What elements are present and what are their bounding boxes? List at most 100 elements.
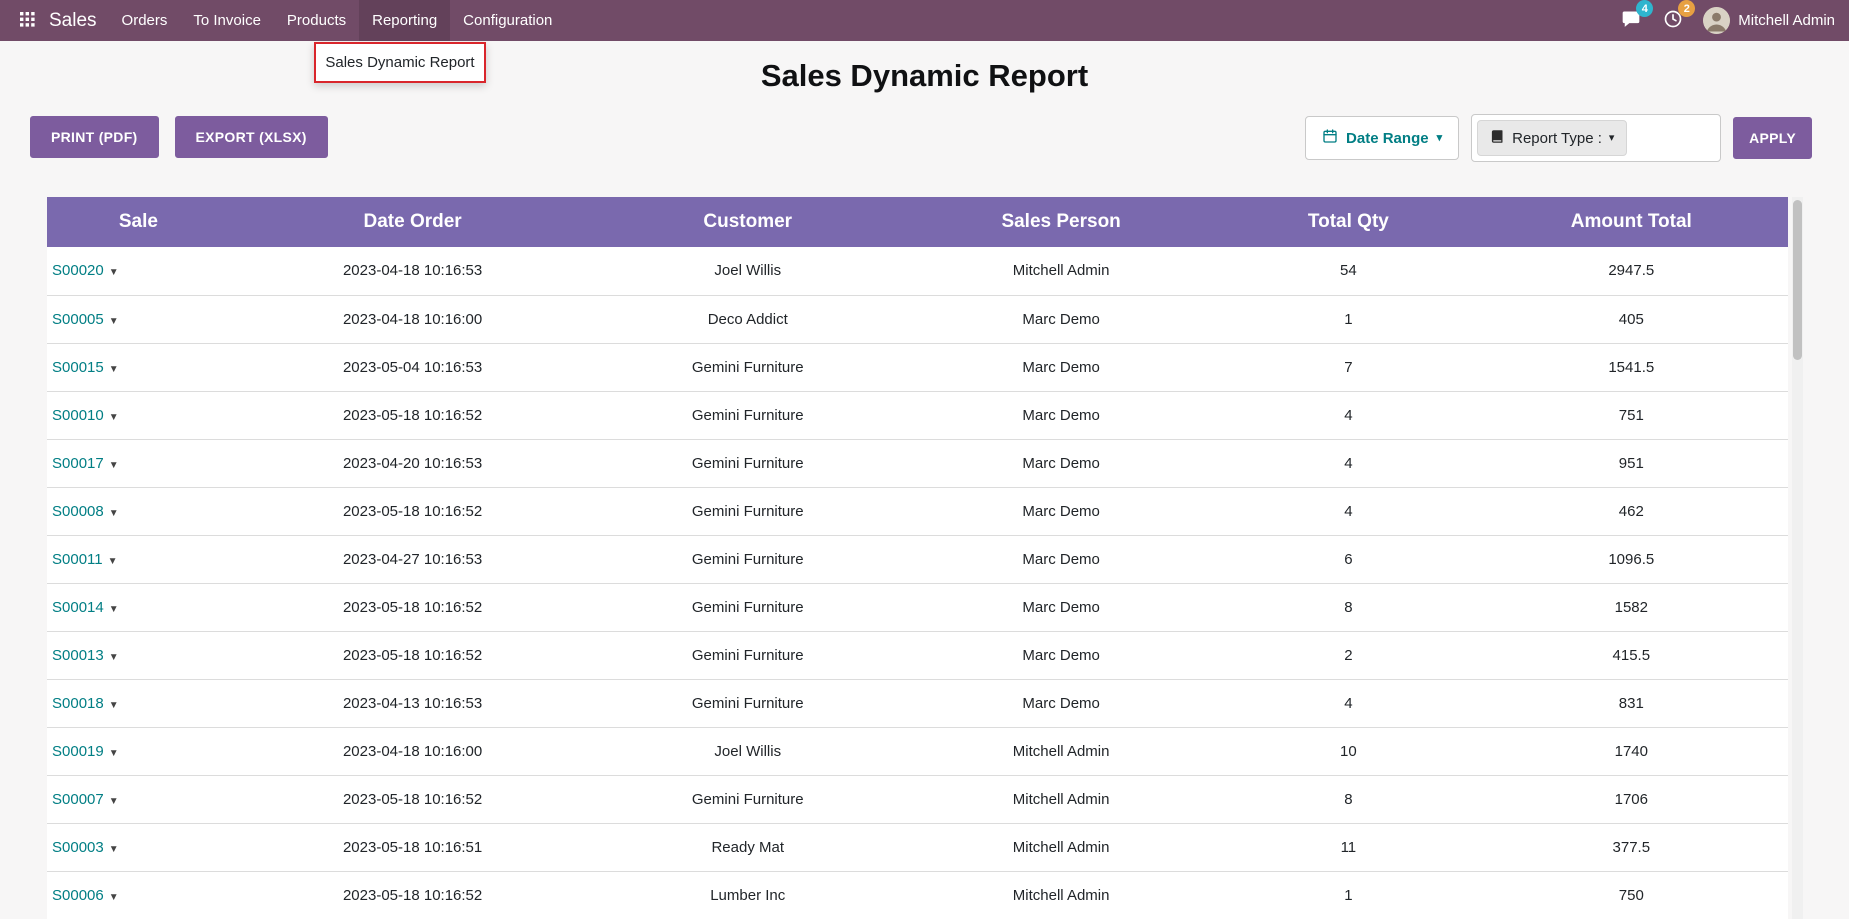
cell-total-qty: 7 — [1222, 343, 1475, 392]
apps-menu-button[interactable] — [14, 0, 41, 41]
report-type-container: Report Type : ▾ — [1471, 114, 1722, 162]
cell-sales-person: Marc Demo — [900, 343, 1223, 392]
cell-sale: S00010 ▼ — [47, 391, 230, 440]
print-pdf-button[interactable]: PRINT (PDF) — [30, 116, 159, 158]
table-row: S00018 ▼ 2023-04-13 10:16:53 Gemini Furnitu… — [47, 679, 1788, 728]
apply-button[interactable]: APPLY — [1733, 117, 1812, 159]
sale-dropdown-caret-icon[interactable]: ▼ — [108, 363, 119, 375]
calendar-icon — [1322, 128, 1338, 148]
cell-amount-total: 377.5 — [1474, 823, 1788, 872]
cell-date-order: 2023-05-18 10:16:52 — [229, 631, 596, 680]
cell-sale: S00011 ▼ — [47, 535, 230, 584]
cell-amount-total: 1706 — [1474, 775, 1788, 824]
apps-grid-icon — [20, 11, 35, 30]
avatar — [1703, 7, 1731, 34]
cell-sales-person: Marc Demo — [900, 631, 1223, 680]
nav-item-reporting[interactable]: Reporting — [359, 0, 451, 41]
sale-order-link[interactable]: S00017 — [52, 454, 104, 472]
cell-date-order: 2023-04-27 10:16:53 — [229, 535, 596, 584]
toolbar-right: Date Range ▾ Report Type : ▾ APPLY — [1305, 114, 1812, 162]
cell-sale: S00017 ▼ — [47, 439, 230, 488]
sale-order-link[interactable]: S00003 — [52, 838, 104, 856]
cell-sale: S00003 ▼ — [47, 823, 230, 872]
header-amount-total: Amount Total — [1474, 197, 1788, 247]
user-menu[interactable]: Mitchell Admin — [1703, 0, 1835, 41]
sale-dropdown-caret-icon[interactable]: ▼ — [108, 459, 119, 471]
chat-icon — [1621, 9, 1641, 32]
toolbar-left: PRINT (PDF) EXPORT (XLSX) — [30, 116, 328, 158]
activities-badge: 2 — [1678, 0, 1696, 17]
cell-sales-person: Marc Demo — [900, 535, 1223, 584]
sale-dropdown-caret-icon[interactable]: ▼ — [108, 843, 119, 855]
cell-total-qty: 6 — [1222, 535, 1475, 584]
cell-date-order: 2023-05-18 10:16:52 — [229, 871, 596, 919]
cell-sale: S00018 ▼ — [47, 679, 230, 728]
cell-date-order: 2023-04-18 10:16:00 — [229, 727, 596, 776]
cell-sales-person: Marc Demo — [900, 295, 1223, 344]
activities-button[interactable]: 2 — [1661, 0, 1696, 34]
cell-customer: Gemini Furniture — [595, 391, 901, 440]
sale-order-link[interactable]: S00006 — [52, 886, 104, 904]
sale-order-link[interactable]: S00011 — [52, 550, 103, 568]
messages-badge: 4 — [1636, 0, 1654, 17]
sale-dropdown-caret-icon[interactable]: ▼ — [108, 747, 119, 759]
sale-dropdown-caret-icon[interactable]: ▼ — [108, 507, 119, 519]
cell-amount-total: 1740 — [1474, 727, 1788, 776]
vertical-scrollbar[interactable] — [1792, 197, 1803, 919]
cell-customer: Gemini Furniture — [595, 775, 901, 824]
sale-order-link[interactable]: S00018 — [52, 694, 104, 712]
cell-sale: S00007 ▼ — [47, 775, 230, 824]
menu-item-sales-dynamic-report[interactable]: Sales Dynamic Report — [316, 44, 484, 81]
table-row: S00020 ▼ 2023-04-18 10:16:53 Joel Willis Mit… — [47, 247, 1788, 296]
sale-dropdown-caret-icon[interactable]: ▼ — [108, 603, 119, 615]
user-name: Mitchell Admin — [1738, 12, 1835, 29]
cell-sale: S00014 ▼ — [47, 583, 230, 632]
cell-amount-total: 750 — [1474, 871, 1788, 919]
sale-order-link[interactable]: S00019 — [52, 742, 104, 760]
sale-dropdown-caret-icon[interactable]: ▼ — [108, 699, 119, 711]
sale-dropdown-caret-icon[interactable]: ▼ — [108, 411, 119, 423]
table-row: S00008 ▼ 2023-05-18 10:16:52 Gemini Furnitu… — [47, 487, 1788, 536]
sale-dropdown-caret-icon[interactable]: ▼ — [108, 795, 119, 807]
cell-sale: S00020 ▼ — [47, 247, 230, 296]
cell-sale: S00006 ▼ — [47, 871, 230, 919]
date-range-button[interactable]: Date Range ▾ — [1305, 116, 1460, 160]
table-row: S00005 ▼ 2023-04-18 10:16:00 Deco Addict Mar… — [47, 295, 1788, 344]
sale-order-link[interactable]: S00014 — [52, 598, 104, 616]
cell-date-order: 2023-05-18 10:16:51 — [229, 823, 596, 872]
scrollbar-thumb[interactable] — [1793, 200, 1802, 360]
cell-customer: Gemini Furniture — [595, 343, 901, 392]
report-type-button[interactable]: Report Type : ▾ — [1477, 120, 1628, 156]
nav-item-orders[interactable]: Orders — [121, 12, 168, 29]
sale-order-link[interactable]: S00008 — [52, 502, 104, 520]
sale-dropdown-caret-icon[interactable]: ▼ — [108, 267, 119, 279]
sale-order-link[interactable]: S00015 — [52, 358, 104, 376]
table-row: S00015 ▼ 2023-05-04 10:16:53 Gemini Furnitu… — [47, 343, 1788, 392]
table-row: S00017 ▼ 2023-04-20 10:16:53 Gemini Furnitu… — [47, 439, 1788, 488]
nav-item-configuration[interactable]: Configuration — [463, 12, 553, 29]
sale-order-link[interactable]: S00020 — [52, 262, 104, 280]
sale-dropdown-caret-icon[interactable]: ▼ — [108, 891, 119, 903]
sale-order-link[interactable]: S00013 — [52, 646, 104, 664]
sale-dropdown-caret-icon[interactable]: ▼ — [107, 555, 118, 567]
sale-order-link[interactable]: S00007 — [52, 790, 104, 808]
sale-dropdown-caret-icon[interactable]: ▼ — [108, 315, 119, 327]
nav-item-products[interactable]: Products — [286, 12, 347, 29]
messages-button[interactable]: 4 — [1619, 0, 1654, 34]
export-xlsx-button[interactable]: EXPORT (XLSX) — [174, 116, 328, 158]
cell-sales-person: Marc Demo — [900, 679, 1223, 728]
sale-order-link[interactable]: S00010 — [52, 406, 104, 424]
header-date-order: Date Order — [229, 197, 596, 247]
header-customer: Customer — [595, 197, 901, 247]
brand-link[interactable]: Sales — [49, 9, 97, 31]
sale-dropdown-caret-icon[interactable]: ▼ — [108, 651, 119, 663]
cell-date-order: 2023-05-18 10:16:52 — [229, 487, 596, 536]
cell-sales-person: Mitchell Admin — [900, 823, 1223, 872]
sale-order-link[interactable]: S00005 — [52, 310, 104, 328]
cell-customer: Joel Willis — [595, 727, 901, 776]
nav-item-to-invoice[interactable]: To Invoice — [193, 12, 261, 29]
cell-sales-person: Marc Demo — [900, 439, 1223, 488]
cell-sales-person: Mitchell Admin — [900, 871, 1223, 919]
cell-sale: S00005 ▼ — [47, 295, 230, 344]
